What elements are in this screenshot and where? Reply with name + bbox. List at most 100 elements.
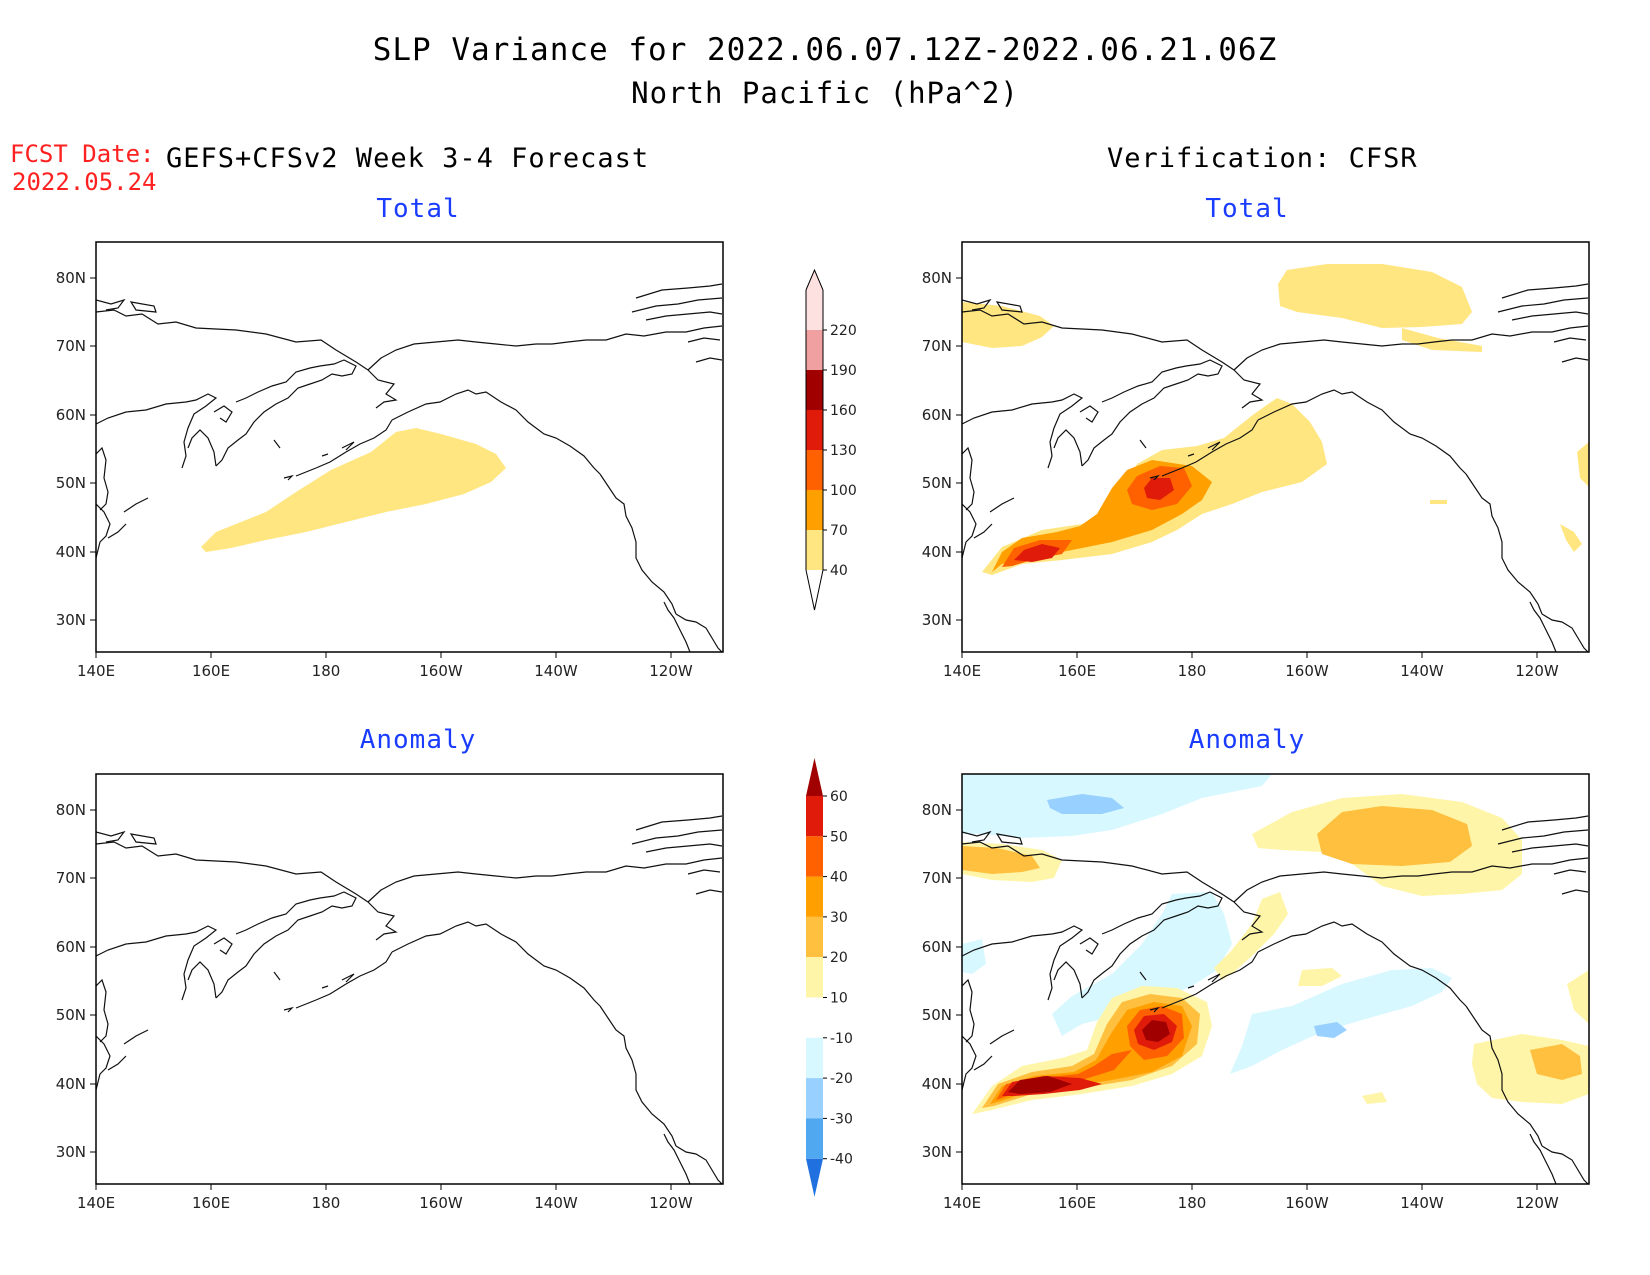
lat-tick-label: 50N	[56, 1006, 86, 1024]
lat-tick-label: 60N	[922, 406, 952, 424]
lon-tick-label: 160E	[192, 662, 230, 680]
colorbar-anomaly-swatch	[806, 1037, 823, 1079]
lat-tick-label: 40N	[922, 1075, 952, 1093]
lat-tick-label: 50N	[922, 474, 952, 492]
colorbar-total-swatch	[806, 530, 823, 570]
lat-tick-label: 70N	[922, 869, 952, 887]
lon-tick-label: 180	[1178, 662, 1207, 680]
colorbar-total-label: 70	[830, 523, 848, 539]
lat-tick-label: 60N	[922, 938, 952, 956]
lon-tick-label: 160W	[1285, 662, 1329, 680]
lat-tick-label: 70N	[56, 869, 86, 887]
lat-tick-label: 40N	[56, 543, 86, 561]
panel-title-forecast-total: Total	[376, 194, 460, 224]
colorbar-total-label: 40	[830, 563, 848, 579]
verification-column-title: Verification: CFSR	[1107, 143, 1418, 174]
lat-tick-label: 40N	[56, 1075, 86, 1093]
lon-tick-label: 160W	[419, 1194, 463, 1212]
lon-tick-label: 140E	[943, 662, 981, 680]
fcst-date-value: 2022.05.24	[12, 168, 157, 196]
forecast-column-title: GEFS+CFSv2 Week 3-4 Forecast	[166, 143, 650, 174]
map-panel-verification-anomaly	[961, 773, 1590, 1185]
colorbar-anomaly-label: 40	[830, 870, 848, 886]
lon-tick-label: 120W	[1515, 662, 1559, 680]
colorbar-anomaly-top-triangle	[806, 758, 823, 796]
colorbar-anomaly-swatch	[806, 957, 823, 998]
colorbar-anomaly-swatch	[806, 796, 823, 837]
lat-tick-label: 80N	[922, 801, 952, 819]
main-subtitle: North Pacific (hPa^2)	[631, 76, 1019, 110]
lon-tick-label: 180	[312, 662, 341, 680]
colorbar-anomaly-swatch	[806, 876, 823, 917]
lon-tick-label: 140E	[77, 1194, 115, 1212]
lat-tick-label: 30N	[922, 611, 952, 629]
colorbar-anomaly-swatch	[806, 997, 823, 1038]
lon-tick-label: 140W	[1400, 1194, 1444, 1212]
lat-tick-label: 40N	[922, 543, 952, 561]
lat-tick-label: 80N	[922, 269, 952, 287]
map-panel-verification-total	[961, 241, 1590, 653]
colorbar-anomaly-label: -40	[830, 1152, 853, 1168]
axes-layer: 140E 160E 180 160W 140W 120W 80N 70N 60N 50N 40N 30…	[56, 269, 1559, 1212]
colorbar-anomaly-swatch	[806, 836, 823, 877]
lat-tick-label: 70N	[922, 337, 952, 355]
lat-tick-label: 80N	[56, 801, 86, 819]
lat-tick-label: 50N	[56, 474, 86, 492]
lon-tick-label: 160E	[1058, 662, 1096, 680]
colorbar-anomaly-swatch	[806, 916, 823, 958]
colorbar-anomaly-label: 50	[830, 829, 848, 845]
lat-tick-label: 30N	[56, 611, 86, 629]
lon-tick-label: 160E	[1058, 1194, 1096, 1212]
main-title: SLP Variance for 2022.06.07.12Z-2022.06.…	[372, 32, 1278, 68]
lon-tick-label: 140E	[77, 662, 115, 680]
colorbar-anomaly-label: 60	[830, 789, 848, 805]
lon-tick-label: 160W	[1285, 1194, 1329, 1212]
lon-tick-label: 180	[1178, 1194, 1207, 1212]
colorbar-total-swatch	[806, 490, 823, 530]
colorbar-anomaly: 60 50 40 30 20 10 -10 -20 -30 -40	[806, 758, 853, 1197]
colorbar-total-swatch	[806, 450, 823, 490]
lon-tick-label: 180	[312, 1194, 341, 1212]
lon-tick-label: 140W	[1400, 662, 1444, 680]
lat-tick-label: 30N	[922, 1143, 952, 1161]
lon-tick-label: 120W	[1515, 1194, 1559, 1212]
lat-tick-label: 60N	[56, 406, 86, 424]
lat-tick-label: 30N	[56, 1143, 86, 1161]
panel-title-forecast-anomaly: Anomaly	[359, 725, 477, 755]
lon-tick-label: 120W	[649, 1194, 693, 1212]
lat-tick-label: 70N	[56, 337, 86, 355]
lon-tick-label: 140E	[943, 1194, 981, 1212]
colorbar-anomaly-label: -30	[830, 1111, 853, 1127]
colorbar-total-swatch	[806, 410, 823, 450]
colorbar-total: 40 70 100 130 160 190 220	[805, 268, 857, 611]
lon-tick-label: 160E	[192, 1194, 230, 1212]
colorbar-total-label: 160	[830, 403, 857, 419]
lon-tick-label: 140W	[534, 1194, 578, 1212]
lat-tick-label: 80N	[56, 269, 86, 287]
colorbar-total-swatch	[806, 330, 823, 370]
panel-title-verification-anomaly: Anomaly	[1188, 725, 1306, 755]
colorbar-total-label: 220	[830, 323, 857, 339]
colorbar-total-swatch	[806, 290, 823, 330]
lon-tick-label: 160W	[419, 662, 463, 680]
fcst-date-label: FCST Date:	[10, 140, 155, 168]
lon-tick-label: 140W	[534, 662, 578, 680]
colorbar-anomaly-label: 10	[830, 991, 848, 1007]
panel-title-verification-total: Total	[1205, 194, 1289, 224]
lat-tick-label: 60N	[56, 938, 86, 956]
lon-tick-label: 120W	[649, 662, 693, 680]
map-panel-forecast-total	[95, 241, 724, 653]
forecast-anomaly-coastline	[96, 815, 723, 1184]
colorbar-anomaly-label: -10	[830, 1031, 853, 1047]
colorbar-anomaly-swatch	[806, 1118, 823, 1159]
forecast-total-contour-40	[201, 428, 506, 552]
colorbar-total-label: 100	[830, 483, 857, 499]
colorbar-anomaly-label: 30	[830, 910, 848, 926]
colorbar-anomaly-label: -20	[830, 1071, 853, 1087]
colorbar-total-label: 130	[830, 443, 857, 459]
colorbar-anomaly-label: 20	[830, 950, 848, 966]
map-panel-forecast-anomaly	[95, 773, 724, 1185]
colorbar-total-label: 190	[830, 363, 857, 379]
lat-tick-label: 50N	[922, 1006, 952, 1024]
